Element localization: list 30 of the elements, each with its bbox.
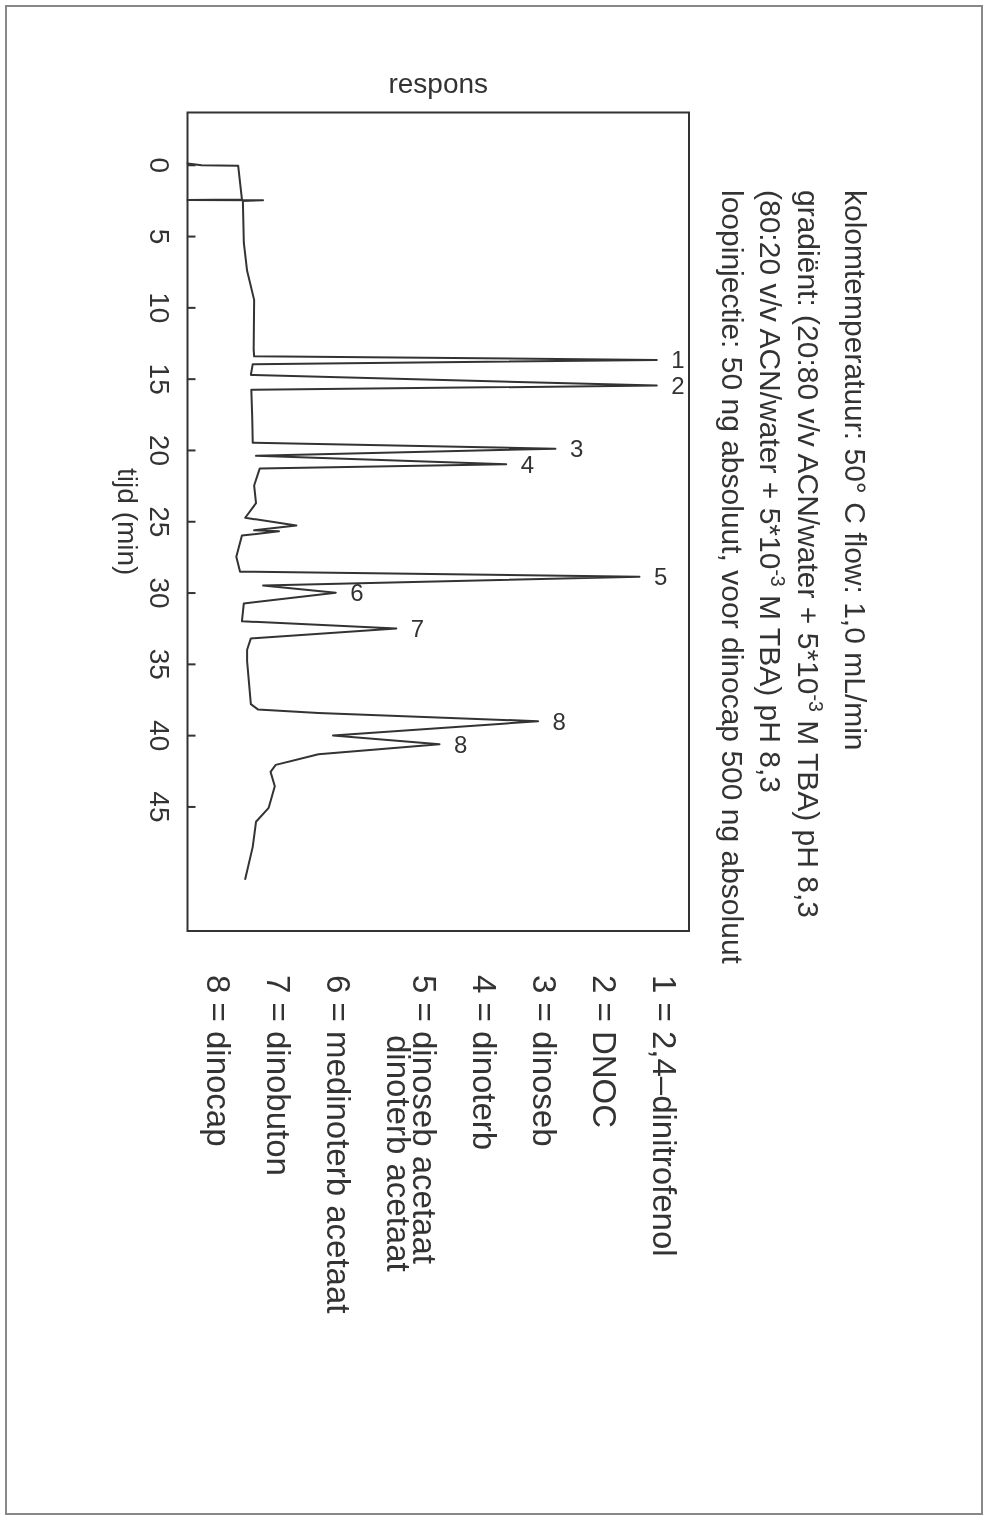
y-tick-label: 40 [144,720,175,752]
text: 4 = dinoterb [466,975,503,1151]
annotation: 8 [454,730,468,758]
text: kolomtemperatuur: 50° C flow: 1,0 mL/min [839,190,872,751]
annotation: 4 [520,450,535,478]
annotation: 7 [410,614,425,642]
text: 1 = 2,4–dinitrofenol [646,975,683,1257]
annotation: 1 [671,346,685,374]
y-tick-label: 15 [144,363,175,395]
y-tick-label: 45 [144,791,175,823]
x-axis-title: respons [388,68,489,99]
y-tick-label: 0 [144,157,175,174]
annotation: 5 [653,563,668,591]
text: 2 = DNOC [586,975,623,1129]
y-tick-label: 10 [144,292,175,324]
text: 5 = dinoseb acetaat dinoterb acetaat [380,975,443,1272]
annotation: 8 [552,707,566,735]
text: 6 = medinoterb acetaat [320,975,357,1314]
y-tick-label: 5 [144,228,175,245]
y-tick-label: 25 [144,506,175,538]
text: 3 = dinoseb [526,975,563,1147]
annotation: 6 [350,579,364,607]
y-tick-label: 30 [144,577,175,609]
text: 7 = dinobuton [260,975,297,1176]
annotation: 3 [569,435,584,463]
annotation: 2 [671,371,685,399]
text: 8 = dinocap [200,975,237,1147]
y-tick-label: 35 [144,648,175,680]
y-axis-title: tijd (min) [112,468,143,576]
y-tick-label: 20 [144,434,175,467]
